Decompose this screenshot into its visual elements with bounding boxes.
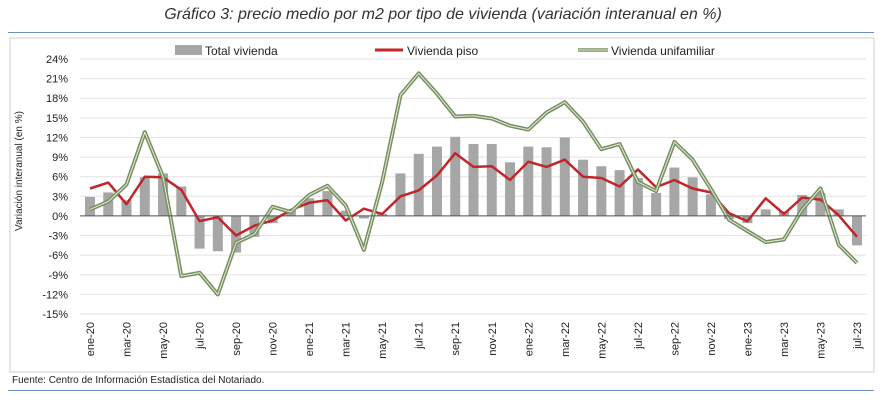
y-tick-label: -6% — [48, 250, 68, 262]
chart: -15% -12% -9% -6% -3% 0% 3% 6% 9% 12% 15% 18% 21% 24%… — [9, 37, 875, 373]
x-tick-label: mar-23 — [779, 322, 791, 357]
x-tick-label: jul-23 — [852, 322, 864, 350]
x-tick-label: jul-22 — [633, 322, 645, 350]
x-tick-label: sep-21 — [450, 322, 462, 356]
bar-total-vivienda — [468, 144, 479, 216]
y-tick-labels: -15% -12% -9% -6% -3% 0% 3% 6% 9% 12% 15% 18% 21% 24% — [42, 54, 68, 321]
x-tick-label: sep-22 — [669, 322, 681, 356]
bar-total-vivienda — [395, 173, 406, 216]
y-tick-label: 12% — [46, 132, 68, 144]
bar-total-vivienda — [450, 136, 461, 216]
bar-total-vivienda — [505, 162, 516, 216]
bar-total-vivienda — [559, 137, 570, 216]
legend-swatch-total-vivienda — [175, 45, 202, 55]
bottom-rule — [8, 390, 874, 391]
x-tick-label: ene-22 — [523, 322, 535, 356]
y-tick-label: -12% — [42, 289, 68, 301]
series-lines — [89, 71, 859, 297]
bars-total-vivienda — [85, 136, 862, 253]
bar-total-vivienda — [358, 215, 369, 219]
legend-label-vivienda-unifamiliar: Vivienda unifamiliar — [611, 44, 715, 58]
x-tick-label: may-23 — [815, 322, 827, 359]
y-tick-label: 18% — [46, 93, 68, 105]
legend: Total vivienda Vivienda piso Vivienda un… — [175, 44, 715, 58]
y-axis-label: Variación interanual (en %) — [14, 111, 25, 231]
plot-frame — [9, 37, 875, 373]
bar-total-vivienda — [797, 195, 808, 216]
y-tick-label: 9% — [52, 152, 68, 164]
y-tick-label: 0% — [52, 211, 68, 223]
y-tick-label: 24% — [46, 54, 68, 66]
bar-total-vivienda — [852, 215, 862, 246]
bar-total-vivienda — [523, 146, 534, 216]
bar-total-vivienda — [121, 200, 132, 216]
bar-total-vivienda — [833, 209, 844, 216]
x-tick-label: sep-20 — [231, 322, 243, 356]
x-tick-label: mar-20 — [122, 322, 134, 357]
legend-label-vivienda-piso: Vivienda piso — [407, 44, 478, 58]
x-tick-label: ene-23 — [742, 322, 754, 356]
bar-total-vivienda — [614, 170, 625, 216]
bar-total-vivienda — [340, 210, 351, 216]
bar-total-vivienda — [158, 173, 169, 216]
y-tick-label: 3% — [52, 191, 68, 203]
bar-total-vivienda — [651, 193, 662, 216]
bar-total-vivienda — [103, 192, 114, 216]
chart-title: Gráfico 3: precio medio por m2 por tipo … — [164, 6, 722, 23]
y-tick-label: 15% — [46, 113, 68, 125]
x-tick-label: nov-22 — [706, 322, 718, 356]
bar-total-vivienda — [304, 198, 315, 216]
y-tick-label: -9% — [48, 270, 68, 282]
x-tick-label: may-21 — [377, 322, 389, 359]
bar-total-vivienda — [212, 215, 223, 252]
bar-total-vivienda — [541, 147, 552, 216]
x-tick-label: ene-21 — [304, 322, 316, 356]
x-tick-label: nov-21 — [487, 322, 499, 356]
bar-total-vivienda — [85, 196, 95, 216]
bar-total-vivienda — [194, 215, 205, 249]
x-tick-label: mar-21 — [341, 322, 353, 357]
bar-total-vivienda — [139, 177, 150, 216]
bar-total-vivienda — [815, 193, 826, 216]
bar-total-vivienda — [687, 177, 698, 216]
x-tick-label: jul-21 — [414, 322, 426, 350]
bar-total-vivienda — [669, 167, 680, 216]
source-note: Fuente: Centro de Información Estadístic… — [12, 375, 265, 386]
x-tick-label: may-20 — [158, 322, 170, 359]
line-vivienda-unifamiliar-inner — [89, 72, 858, 295]
x-tick-label: nov-20 — [268, 322, 280, 356]
top-rule — [8, 32, 874, 33]
bar-total-vivienda — [413, 153, 424, 216]
bar-total-vivienda — [431, 146, 442, 216]
y-tick-label: 6% — [52, 172, 68, 184]
legend-label-total-vivienda: Total vivienda — [205, 44, 278, 58]
y-tick-label: -15% — [42, 309, 68, 321]
bar-total-vivienda — [486, 144, 497, 216]
bar-total-vivienda — [632, 178, 643, 216]
bar-total-vivienda — [578, 159, 589, 216]
bar-total-vivienda — [322, 191, 333, 216]
bar-total-vivienda — [176, 186, 187, 216]
bar-total-vivienda — [705, 194, 716, 216]
x-tick-label: ene-20 — [85, 322, 97, 356]
x-tick-labels: ene-20 mar-20 may-20 jul-20 sep-20 nov-20 ene-… — [85, 322, 864, 359]
line-vivienda-piso — [89, 151, 858, 238]
y-tick-label: 21% — [46, 74, 68, 86]
x-tick-label: jul-20 — [195, 322, 207, 350]
x-tick-label: may-22 — [596, 322, 608, 359]
bar-total-vivienda — [596, 166, 607, 216]
y-tick-label: -3% — [48, 231, 68, 243]
bar-total-vivienda — [760, 209, 771, 216]
x-tick-label: mar-22 — [560, 322, 572, 357]
